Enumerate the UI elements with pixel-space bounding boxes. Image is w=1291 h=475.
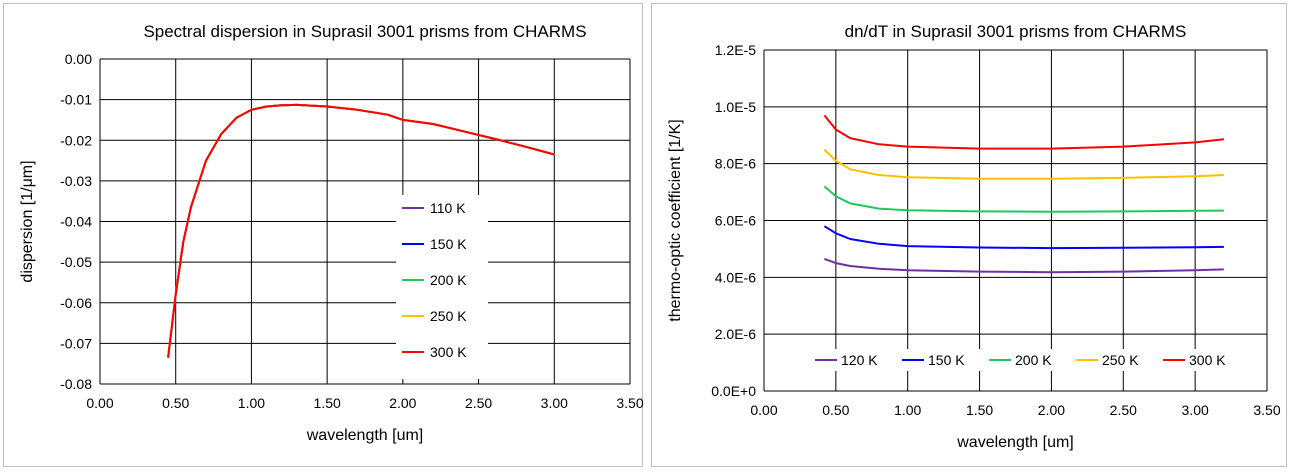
- x-tick-label: 1.50: [314, 395, 341, 411]
- y-tick-label: -0.06: [60, 295, 92, 311]
- thermo-optic-chart-panel: dn/dT in Suprasil 3001 prisms from CHARM…: [651, 3, 1287, 467]
- x-tick-label: 2.50: [1110, 402, 1137, 418]
- series-line-150k: [167, 103, 555, 358]
- y-tick-label: -0.04: [60, 214, 92, 230]
- x-tick-label: 2.00: [1038, 402, 1065, 418]
- legend-label: 200 K: [1015, 352, 1052, 368]
- x-tick-label: 0.00: [750, 402, 777, 418]
- series-line-200k: [823, 185, 1224, 213]
- y-tick-label: 1.0E-5: [715, 99, 756, 115]
- x-tick-label: 1.00: [238, 395, 265, 411]
- y-tick-label: 0.00: [65, 51, 92, 67]
- series-line-250k: [823, 148, 1224, 180]
- thermo-optic-chart: dn/dT in Suprasil 3001 prisms from CHARM…: [667, 22, 1281, 451]
- legend-label: 200 K: [430, 272, 467, 288]
- series-line-250k: [167, 103, 555, 358]
- x-tick-label: 2.50: [465, 395, 492, 411]
- legend-label: 250 K: [430, 308, 467, 324]
- y-tick-label: 4.0E-6: [715, 269, 756, 285]
- series-line-300k: [167, 103, 555, 358]
- x-tick-label: 0.00: [86, 395, 113, 411]
- y-tick-label: 6.0E-6: [715, 213, 756, 229]
- y-tick-label: 1.2E-5: [715, 42, 756, 58]
- series-line-200k: [167, 103, 555, 358]
- chart-title: dn/dT in Suprasil 3001 prisms from CHARM…: [845, 22, 1187, 41]
- y-tick-label: -0.07: [60, 335, 92, 351]
- y-tick-label: -0.01: [60, 92, 92, 108]
- legend-background: [396, 195, 488, 379]
- x-axis-label: wavelength [um]: [306, 427, 424, 444]
- legend-label: 300 K: [430, 344, 467, 360]
- x-tick-label: 2.00: [389, 395, 416, 411]
- x-tick-label: 3.00: [541, 395, 568, 411]
- legend-background: [809, 349, 1250, 371]
- x-tick-label: 3.50: [616, 395, 643, 411]
- x-tick-label: 1.00: [894, 402, 921, 418]
- y-tick-label: 0.0E+0: [711, 383, 756, 399]
- y-tick-label: -0.05: [60, 254, 92, 270]
- y-tick-label: 2.0E-6: [715, 326, 756, 342]
- dispersion-chart: Spectral dispersion in Suprasil 3001 pri…: [19, 22, 644, 444]
- x-tick-label: 0.50: [162, 395, 189, 411]
- series-line-150k: [823, 225, 1224, 250]
- y-tick-label: 8.0E-6: [715, 156, 756, 172]
- y-axis-label: thermo-optic coefficient [1/K]: [667, 119, 684, 321]
- chart-title: Spectral dispersion in Suprasil 3001 pri…: [143, 22, 586, 41]
- y-tick-label: -0.08: [60, 376, 92, 392]
- dispersion-chart-panel: Spectral dispersion in Suprasil 3001 pri…: [3, 3, 644, 467]
- x-tick-label: 3.00: [1182, 402, 1209, 418]
- x-tick-label: 1.50: [966, 402, 993, 418]
- series-line-300k: [823, 114, 1225, 150]
- legend-label: 120 K: [841, 352, 878, 368]
- y-axis-label: dispersion [1/μm]: [19, 160, 36, 282]
- x-tick-label: 0.50: [822, 402, 849, 418]
- legend-label: 150 K: [928, 352, 965, 368]
- legend-label: 150 K: [430, 236, 467, 252]
- legend-label: 250 K: [1102, 352, 1139, 368]
- y-tick-label: -0.02: [60, 132, 92, 148]
- legend-label: 110 K: [430, 200, 466, 216]
- series-line-120k: [824, 257, 1224, 274]
- series-line-110k: [167, 103, 555, 358]
- x-tick-label: 3.50: [1253, 402, 1280, 418]
- y-tick-label: -0.03: [60, 173, 92, 189]
- x-axis-label: wavelength [um]: [956, 434, 1074, 451]
- legend-label: 300 K: [1189, 352, 1226, 368]
